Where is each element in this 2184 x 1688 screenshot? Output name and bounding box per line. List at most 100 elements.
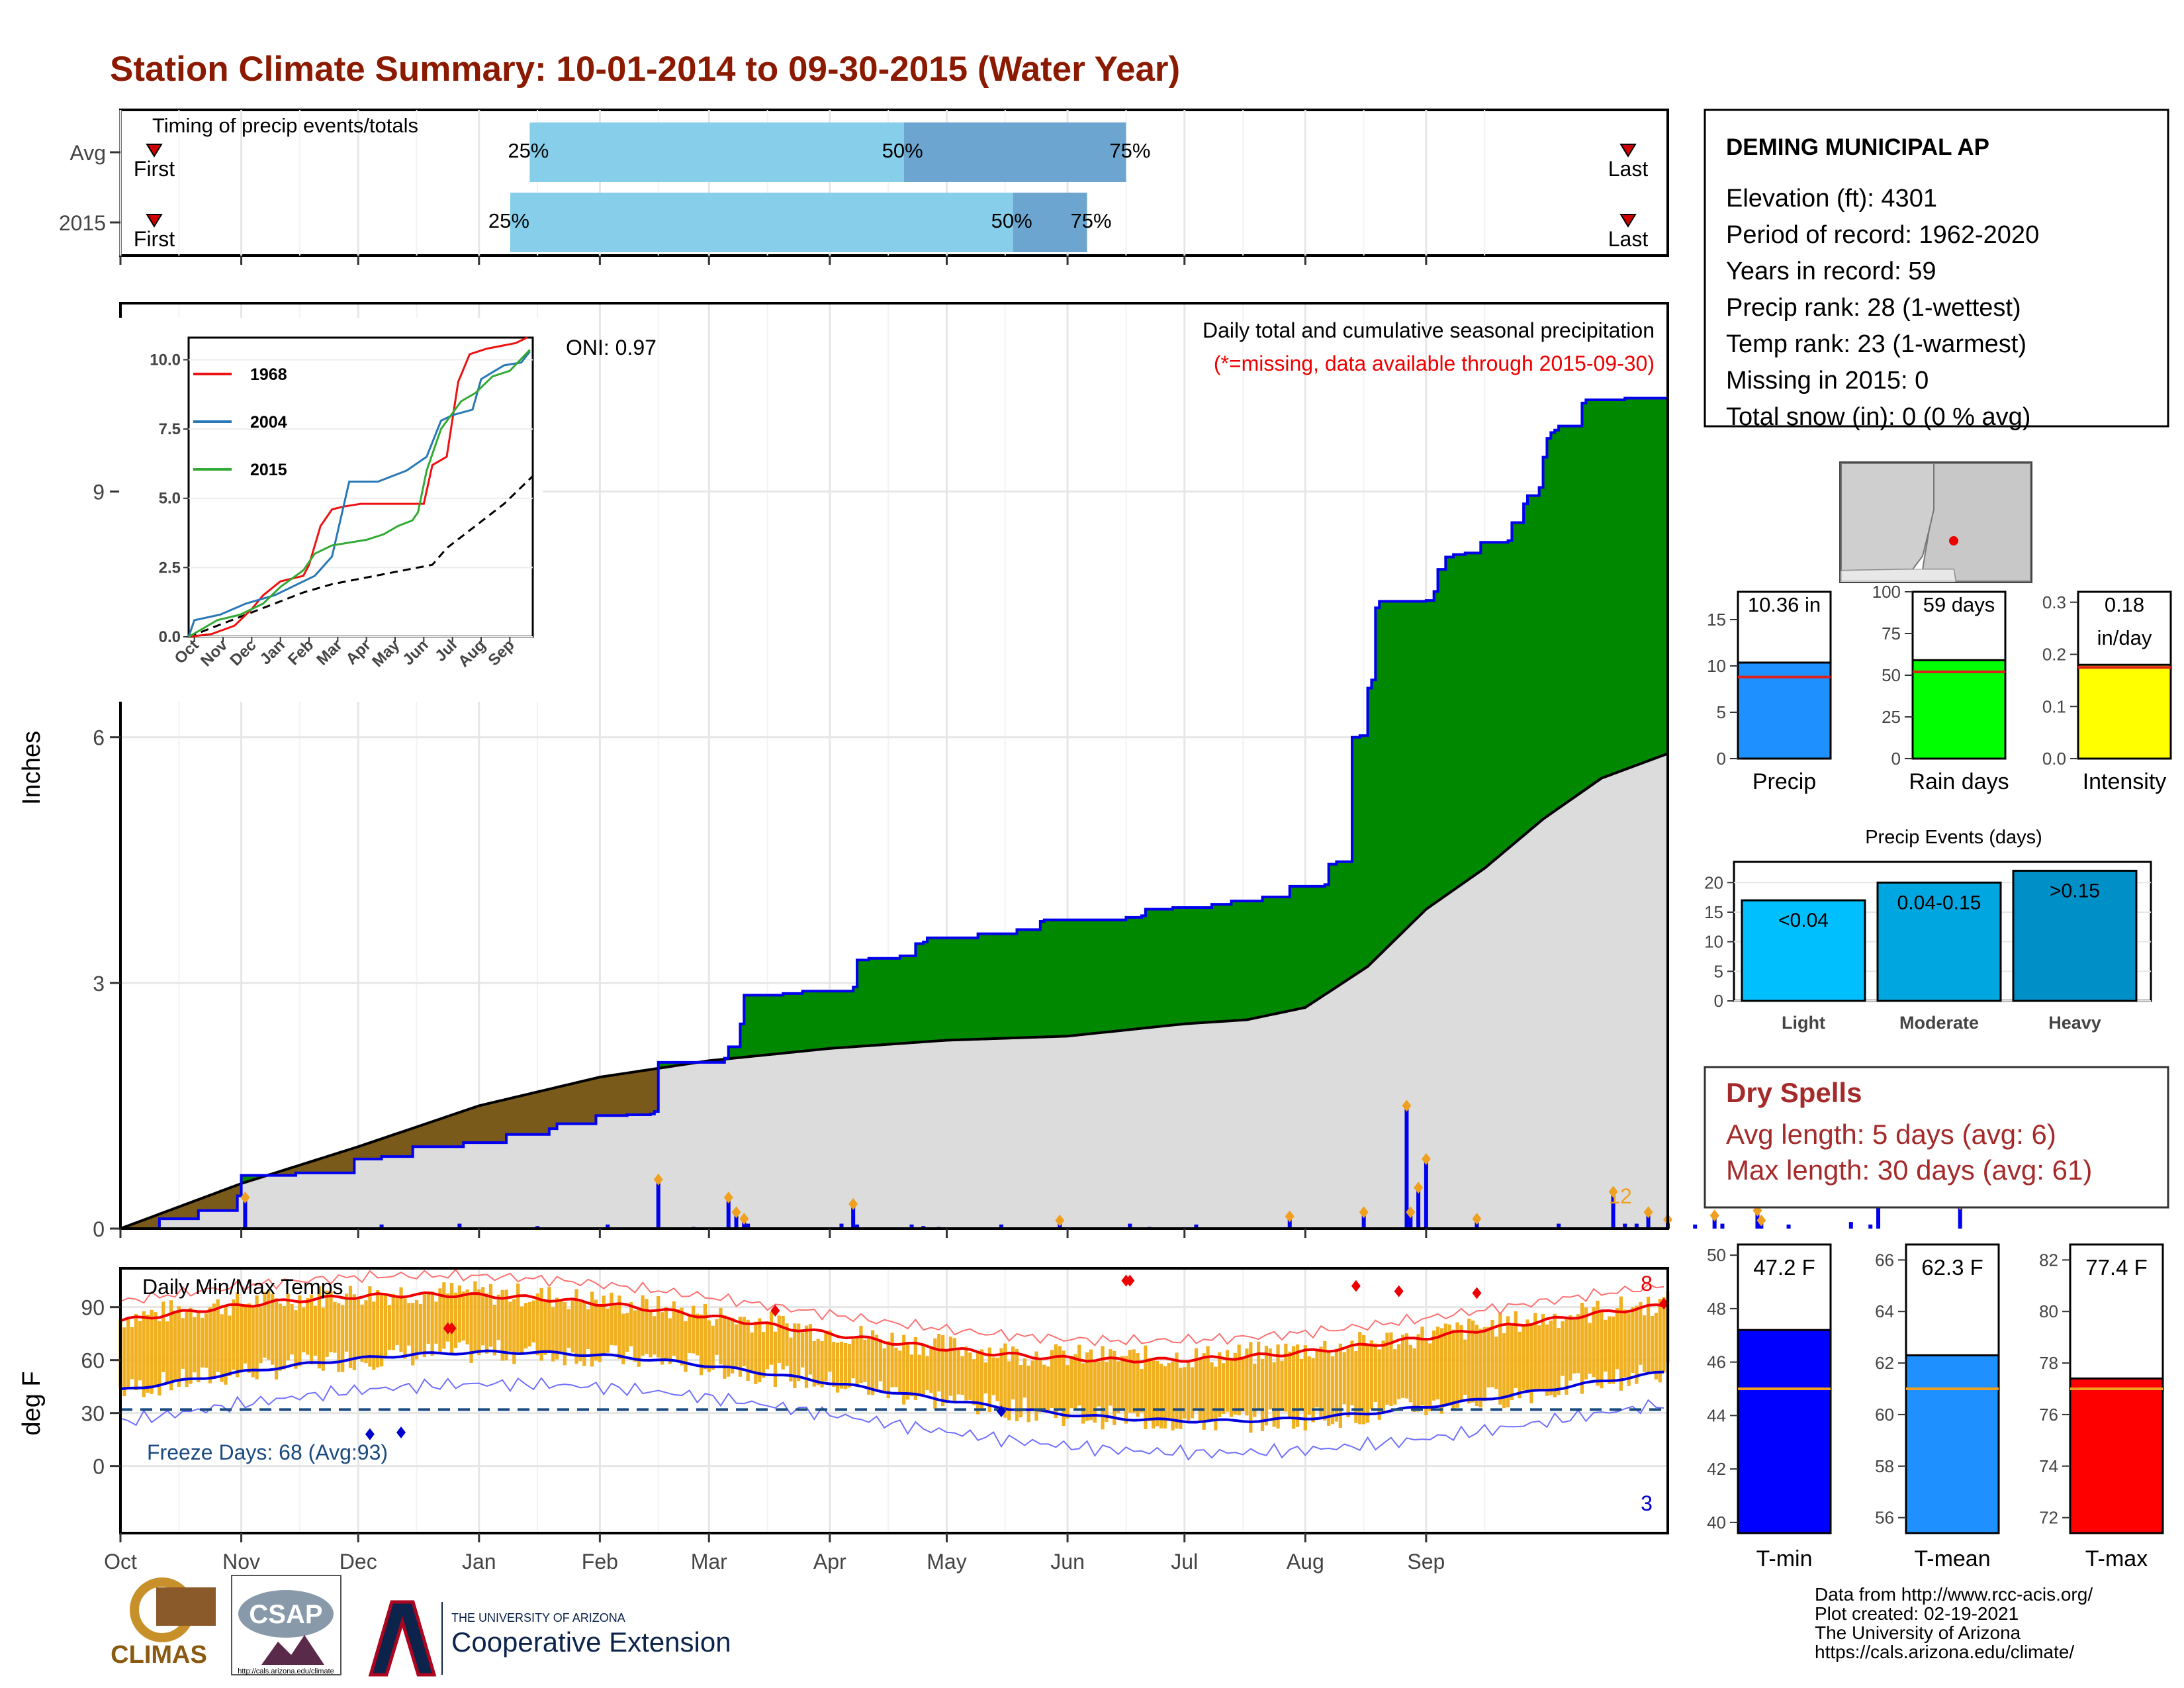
daily-temp-bar-164 (758, 1318, 762, 1383)
daily-temp-bar-262 (1140, 1368, 1144, 1413)
daily-temp-bar-28 (228, 1315, 232, 1376)
inset-y-tick-label-1: 2.5 (159, 559, 181, 577)
daily-temp-bar-50 (313, 1305, 318, 1356)
daily-temp-bar-328 (1397, 1344, 1401, 1399)
daily-precip-bar-14 (909, 1224, 914, 1229)
daily-temp-bar-267 (1159, 1364, 1163, 1429)
daily-temp-bar-330 (1404, 1333, 1409, 1399)
daily-temp-bar-38 (267, 1289, 271, 1360)
temp-bar-tick-label-0-2: 44 (1707, 1405, 1726, 1425)
daily-temp-bar-343 (1455, 1322, 1459, 1408)
daily-temp-bar-6 (142, 1311, 146, 1397)
daily-temp-bar-210 (937, 1334, 941, 1392)
daily-temp-bar-256 (1116, 1361, 1120, 1413)
daily-temp-bar-197 (886, 1341, 890, 1399)
temp-bar-0 (1737, 1329, 1832, 1534)
daily-temp-bar-154 (719, 1307, 723, 1365)
daily-temp-bar-317 (1354, 1351, 1358, 1423)
events-y-tick-label-4: 20 (1704, 872, 1723, 892)
daily-temp-bar-12 (165, 1321, 169, 1385)
timing-row-label-1: 2015 (59, 211, 106, 235)
daily-temp-bar-195 (878, 1339, 882, 1382)
daily-temp-bar-325 (1385, 1333, 1389, 1405)
station-info-box: DEMING MUNICIPAL AP Elevation (ft): 4301… (1704, 109, 2169, 431)
daily-temp-bar-310 (1327, 1352, 1331, 1426)
daily-temp-bar-378 (1592, 1307, 1596, 1378)
event-category-2: Heavy (2048, 1013, 2101, 1033)
daily-temp-bar-17 (185, 1311, 189, 1387)
daily-temp-bar-49 (309, 1294, 314, 1364)
daily-temp-bar-88 (461, 1291, 465, 1341)
precip-panel: 0 3 6 9 Inches Daily total and cumulative s… (18, 302, 1965, 1241)
daily-temp-bar-348 (1475, 1325, 1479, 1407)
event-category-1: Moderate (1899, 1013, 1979, 1033)
daily-temp-bar-132 (633, 1310, 637, 1362)
temp-y-tick-label-2: 60 (81, 1349, 105, 1373)
timing-bar-second-half-0 (903, 122, 1126, 182)
daily-temp-bar-387 (1627, 1313, 1631, 1386)
daily-temp-bar-34 (251, 1307, 255, 1378)
footer-line-0: Data from http://www.rcc-acis.org/ (1815, 1584, 2093, 1605)
temp-bar-label-0: T-min (1756, 1546, 1813, 1571)
daily-temp-bar-290 (1249, 1342, 1253, 1433)
daily-temp-bar-33 (247, 1303, 251, 1373)
month-label-9: Jul (1171, 1550, 1198, 1573)
daily-temp-bar-239 (1050, 1350, 1054, 1409)
daily-temp-bar-142 (672, 1301, 676, 1356)
daily-temp-bar-351 (1486, 1327, 1490, 1387)
daily-temp-bar-356 (1506, 1316, 1510, 1407)
daily-temp-bar-107 (535, 1293, 539, 1356)
oni-label: ONI: 0.97 (566, 336, 657, 359)
daily-temp-bar-90 (469, 1294, 473, 1363)
daily-temp-bar-244 (1069, 1356, 1073, 1409)
daily-temp-bar-169 (777, 1315, 781, 1363)
timing-bar-first-half-0 (529, 122, 904, 182)
temp-series (118, 1268, 1670, 1461)
daily-precip-bar-41 (1786, 1224, 1791, 1229)
daily-temp-bar-4 (134, 1314, 138, 1391)
daily-temp-bar-255 (1113, 1350, 1116, 1425)
precip-y-label: Inches (18, 731, 46, 805)
events-y-tick-label-0: 0 (1714, 991, 1723, 1011)
station-details: Elevation (ft): 4301 Period of record: 19… (1726, 185, 2039, 431)
record-low-count: 3 (1641, 1491, 1653, 1515)
daily-precip-marker-9 (739, 1213, 749, 1225)
daily-temp-bar-118 (578, 1301, 582, 1362)
daily-temp-bar-155 (723, 1315, 727, 1379)
daily-temp-bar-369 (1557, 1328, 1561, 1395)
daily-temp-bar-163 (754, 1321, 758, 1384)
station-detail-5: Missing in 2015: 0 (1726, 367, 1929, 395)
daily-temp-bar-269 (1167, 1362, 1171, 1421)
daily-temp-bar-57 (341, 1305, 345, 1372)
daily-temp-bar-139 (660, 1312, 664, 1365)
daily-temp-bar-157 (730, 1317, 735, 1374)
daily-temp-bar-81 (434, 1301, 438, 1344)
daily-temp-bar-319 (1362, 1335, 1366, 1425)
station-detail-6: Total snow (in): 0 (0 % avg) (1726, 403, 2030, 431)
daily-temp-bar-292 (1257, 1341, 1261, 1409)
daily-precip-bar-19 (1128, 1223, 1132, 1229)
month-label-10: Aug (1287, 1550, 1324, 1573)
daily-precip-bar-37 (1712, 1215, 1717, 1229)
daily-precip-bar-29 (1557, 1223, 1561, 1229)
daily-temp-bar-220 (976, 1352, 980, 1415)
daily-temp-bar-161 (746, 1319, 750, 1381)
daily-precip-marker-24 (1402, 1100, 1412, 1112)
daily-temp-bar-79 (426, 1291, 430, 1344)
record-low-marker-0 (365, 1428, 375, 1440)
daily-temp-bar-145 (684, 1321, 688, 1372)
temp-bar-tick-label-2-5: 82 (2039, 1250, 2058, 1270)
daily-temp-bar-357 (1510, 1323, 1514, 1401)
daily-temp-bar-130 (625, 1313, 629, 1352)
daily-temp-bar-89 (465, 1289, 469, 1344)
daily-temp-bar-385 (1619, 1296, 1623, 1391)
daily-temp-bar-22 (204, 1313, 208, 1368)
precip-area-series (120, 380, 1669, 1230)
daily-temp-bar-127 (614, 1305, 617, 1346)
daily-precip-bar-21 (1194, 1224, 1199, 1229)
daily-temp-bar-46 (298, 1295, 302, 1366)
summary-tick-label-1-0: 0 (1891, 749, 1901, 769)
daily-temp-bar-289 (1245, 1348, 1249, 1416)
daily-temp-bar-58 (344, 1293, 349, 1352)
